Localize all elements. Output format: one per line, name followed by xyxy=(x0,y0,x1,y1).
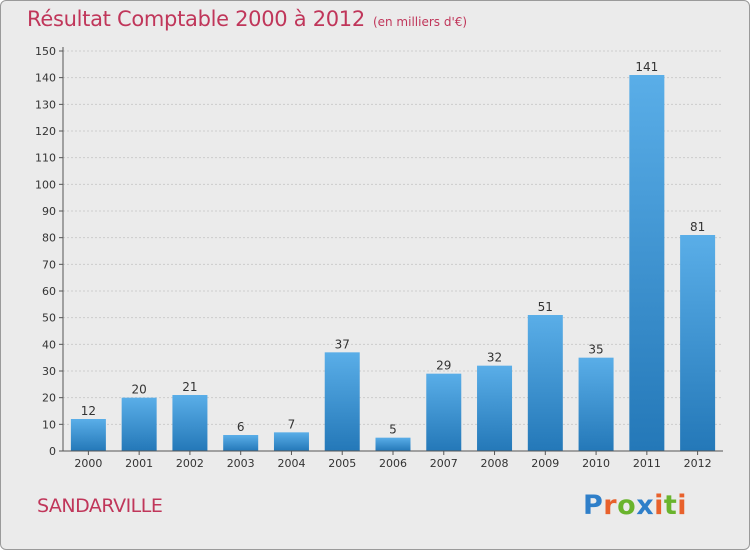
x-tick-label: 2001 xyxy=(125,457,153,470)
y-tick-label: 40 xyxy=(42,338,56,351)
x-tick-label: 2010 xyxy=(582,457,610,470)
x-tick-label: 2009 xyxy=(531,457,559,470)
logo-letter: t xyxy=(663,490,678,521)
data-label: 35 xyxy=(588,343,603,357)
data-label: 20 xyxy=(132,383,147,397)
x-tick-label: 2011 xyxy=(633,457,661,470)
y-tick-label: 60 xyxy=(42,285,56,298)
y-tick-label: 30 xyxy=(42,365,56,378)
bars xyxy=(70,75,716,451)
bar xyxy=(375,437,411,451)
y-tick-label: 0 xyxy=(49,445,56,458)
bar xyxy=(121,397,157,451)
data-label: 21 xyxy=(182,380,197,394)
data-label: 51 xyxy=(538,300,553,314)
bar xyxy=(273,432,309,451)
chart-title: Résultat Comptable 2000 à 2012 (en millie… xyxy=(27,7,467,31)
data-label: 29 xyxy=(436,359,451,373)
bar xyxy=(70,419,106,451)
data-label: 141 xyxy=(635,60,658,74)
y-tick-label: 20 xyxy=(42,392,56,405)
y-tick-label: 130 xyxy=(35,98,56,111)
labels: 0 10 20 30 40 50 60 70 80 90 100 110 120 130 140 150 12 2… xyxy=(35,45,712,470)
data-label: 32 xyxy=(487,351,502,365)
y-tick-label: 90 xyxy=(42,205,56,218)
bar xyxy=(324,352,360,451)
x-tick-label: 2000 xyxy=(74,457,102,470)
logo-letter: P xyxy=(583,490,604,521)
data-label: 7 xyxy=(288,417,296,431)
logo-letter: i xyxy=(677,490,688,521)
logo-letter: i xyxy=(654,490,664,521)
logo-letter: o xyxy=(617,490,637,521)
bar xyxy=(223,435,259,451)
grid-lines xyxy=(63,50,723,425)
x-tick-label: 2005 xyxy=(328,457,356,470)
bar xyxy=(477,365,513,451)
bar xyxy=(629,75,665,451)
bar xyxy=(578,357,614,451)
y-tick-label: 10 xyxy=(42,418,56,431)
data-label: 5 xyxy=(389,423,397,437)
proxiti-logo: Proxiti xyxy=(583,490,687,521)
bar xyxy=(527,315,563,451)
x-tick-label: 2006 xyxy=(379,457,407,470)
data-label: 12 xyxy=(81,404,96,418)
y-tick-label: 110 xyxy=(35,152,56,165)
data-label: 37 xyxy=(335,337,350,351)
commune-name: SANDARVILLE xyxy=(37,495,163,517)
chart-title-text: Résultat Comptable 2000 à 2012 xyxy=(27,7,365,31)
x-tick-label: 2007 xyxy=(430,457,458,470)
chart-subtitle: (en milliers d'€) xyxy=(372,15,468,29)
y-tick-label: 120 xyxy=(35,125,56,138)
bar xyxy=(426,373,462,451)
x-tick-label: 2002 xyxy=(176,457,204,470)
y-tick-label: 150 xyxy=(35,45,56,58)
x-tick-label: 2003 xyxy=(227,457,255,470)
axes xyxy=(59,47,723,455)
x-tick-label: 2008 xyxy=(481,457,509,470)
bar xyxy=(680,235,716,451)
y-tick-label: 80 xyxy=(42,232,56,245)
data-label: 6 xyxy=(237,420,245,434)
logo-letter: x xyxy=(636,490,655,521)
y-tick-label: 50 xyxy=(42,312,56,325)
data-label: 81 xyxy=(690,220,705,234)
x-tick-label: 2012 xyxy=(684,457,712,470)
x-tick-label: 2004 xyxy=(277,457,305,470)
y-tick-label: 100 xyxy=(35,178,56,191)
bar xyxy=(172,395,208,451)
y-tick-label: 70 xyxy=(42,258,56,271)
y-tick-label: 140 xyxy=(35,72,56,85)
logo-letter: r xyxy=(603,490,618,521)
